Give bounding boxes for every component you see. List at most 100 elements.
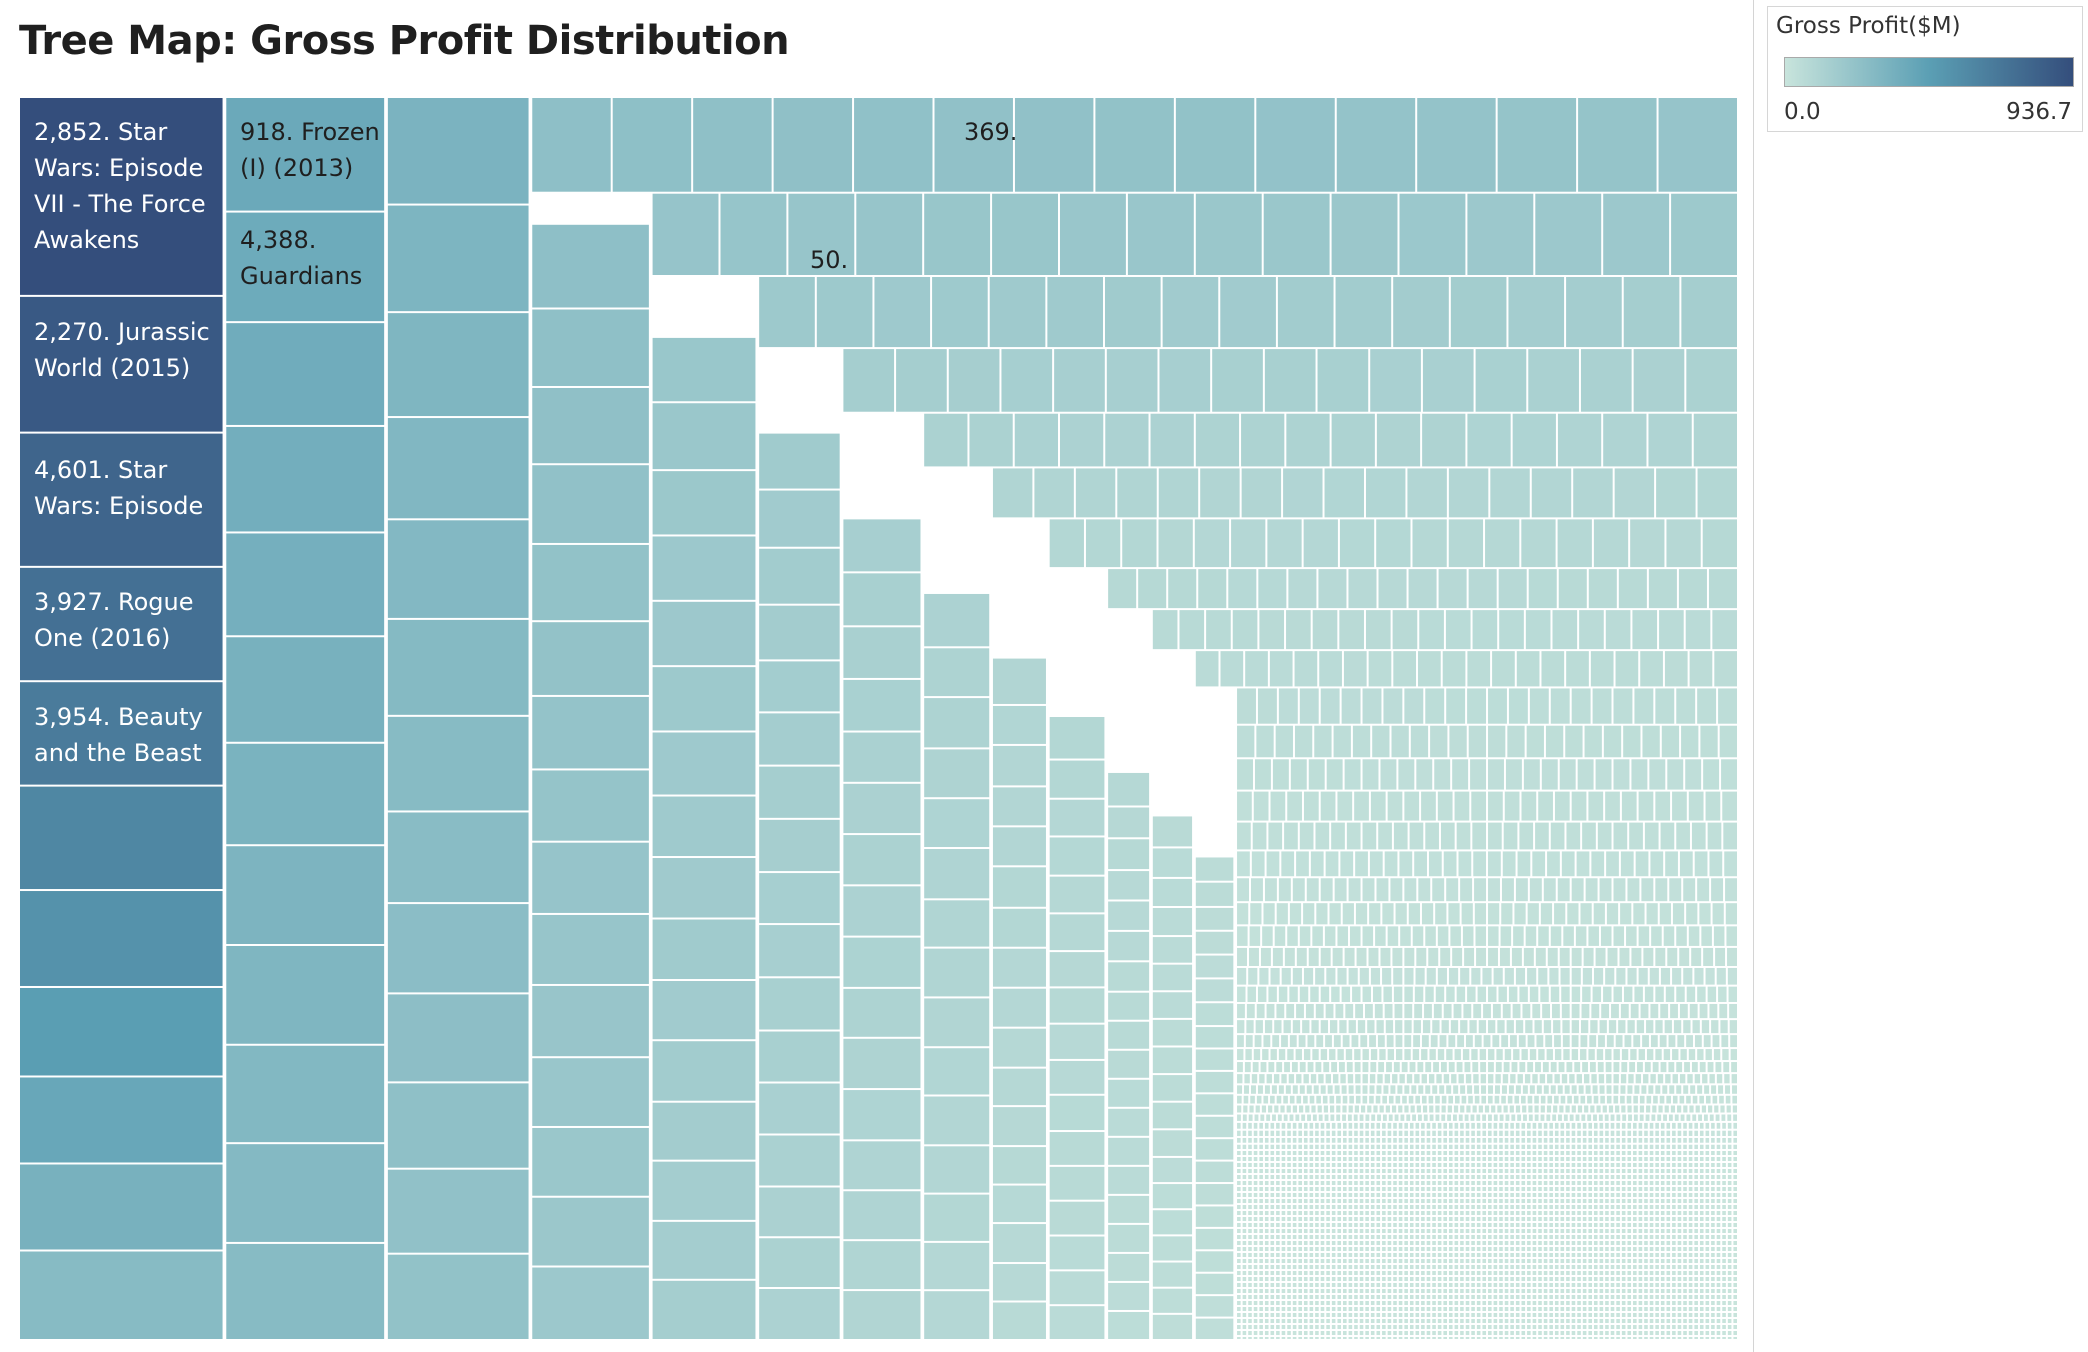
treemap-cell[interactable] (1264, 1265, 1269, 1270)
treemap-cell[interactable] (1409, 1175, 1414, 1180)
treemap-cell[interactable] (1303, 1169, 1308, 1174)
treemap-cell[interactable] (1437, 1301, 1442, 1306)
treemap-cell[interactable] (1566, 1062, 1573, 1073)
treemap-cell[interactable] (1482, 1122, 1487, 1129)
treemap-cell[interactable] (1527, 1337, 1531, 1339)
treemap-cell[interactable] (1588, 926, 1599, 946)
treemap-cell[interactable] (1694, 1307, 1698, 1312)
treemap-cell[interactable] (1616, 1181, 1620, 1186)
treemap-cell[interactable] (1326, 1130, 1330, 1136)
treemap-cell[interactable] (1547, 1095, 1553, 1104)
treemap-cell[interactable] (1108, 1108, 1150, 1136)
treemap-cell[interactable] (1248, 1241, 1252, 1246)
treemap-cell[interactable] (1509, 1105, 1514, 1113)
treemap-cell[interactable] (1499, 1331, 1503, 1336)
treemap-cell[interactable] (1693, 413, 1737, 467)
treemap-cell[interactable] (1276, 1122, 1280, 1129)
treemap-cell[interactable] (1354, 1253, 1358, 1258)
treemap-cell[interactable] (1499, 1241, 1503, 1246)
treemap-cell[interactable] (1360, 1035, 1368, 1048)
treemap-cell[interactable] (1527, 1265, 1531, 1270)
treemap-cell[interactable] (1699, 1325, 1704, 1330)
treemap-cell[interactable] (1432, 1241, 1436, 1246)
treemap-cell[interactable] (1404, 1307, 1408, 1312)
treemap-cell[interactable] (387, 904, 529, 993)
treemap-cell[interactable] (1343, 1187, 1347, 1192)
treemap-cell[interactable] (1705, 1229, 1710, 1234)
treemap-cell[interactable] (1348, 1331, 1353, 1336)
treemap-cell[interactable] (1672, 1223, 1676, 1228)
treemap-cell[interactable] (1672, 1205, 1676, 1210)
treemap-cell[interactable] (1543, 1307, 1548, 1312)
treemap-cell[interactable] (1320, 1301, 1325, 1306)
treemap-cell[interactable] (1722, 1151, 1726, 1156)
treemap-cell[interactable] (1560, 1247, 1565, 1252)
treemap-cell[interactable] (1577, 1235, 1581, 1240)
treemap-cell[interactable] (1152, 1102, 1193, 1129)
treemap-cell[interactable] (1627, 1187, 1632, 1192)
treemap-cell[interactable] (1646, 903, 1658, 925)
treemap-cell[interactable] (1638, 1235, 1643, 1240)
treemap-cell[interactable] (1560, 967, 1570, 985)
treemap-cell[interactable] (1527, 1313, 1531, 1318)
treemap-cell[interactable] (1276, 1211, 1280, 1216)
treemap-cell[interactable] (1425, 926, 1436, 946)
treemap-cell[interactable] (1354, 1062, 1361, 1073)
treemap-cell[interactable] (1498, 569, 1527, 609)
treemap-cell[interactable] (1571, 1223, 1576, 1228)
treemap-cell[interactable] (1591, 851, 1605, 877)
treemap-cell[interactable] (1683, 1301, 1687, 1306)
treemap-cell[interactable] (1683, 1277, 1687, 1282)
treemap-cell[interactable] (1577, 1319, 1581, 1324)
treemap-cell[interactable] (532, 770, 649, 841)
treemap-cell[interactable] (1676, 1062, 1683, 1073)
treemap-cell[interactable] (1376, 1151, 1381, 1156)
treemap-cell[interactable] (1409, 1271, 1414, 1276)
treemap-cell[interactable] (1633, 1114, 1638, 1121)
treemap-cell[interactable] (1365, 1181, 1369, 1186)
treemap-cell[interactable] (1610, 1144, 1615, 1150)
treemap-cell[interactable] (1488, 1122, 1492, 1129)
treemap-cell[interactable] (1409, 1319, 1414, 1324)
treemap-cell[interactable] (1655, 1175, 1659, 1180)
treemap-cell[interactable] (1393, 1187, 1397, 1192)
treemap-cell[interactable] (1359, 1157, 1364, 1162)
treemap-cell[interactable] (1281, 1337, 1286, 1339)
treemap-cell[interactable] (1722, 1277, 1726, 1282)
treemap-cell[interactable] (1237, 1331, 1241, 1336)
treemap-cell[interactable] (1659, 1035, 1667, 1048)
treemap-cell[interactable] (1292, 1122, 1297, 1129)
treemap-cell[interactable] (1599, 1163, 1604, 1168)
treemap-cell[interactable] (1315, 1319, 1319, 1324)
treemap-cell[interactable] (1471, 1169, 1475, 1174)
treemap-cell[interactable] (1242, 1295, 1247, 1300)
treemap-cell[interactable] (1272, 1035, 1280, 1048)
treemap-cell[interactable] (1264, 1241, 1269, 1246)
treemap-cell[interactable] (1488, 791, 1503, 821)
treemap-cell[interactable] (1296, 1095, 1302, 1104)
treemap-cell[interactable] (1270, 1122, 1275, 1129)
treemap-cell[interactable] (1532, 1307, 1537, 1312)
treemap-cell[interactable] (1666, 1223, 1671, 1228)
treemap-cell[interactable] (1365, 1277, 1369, 1282)
treemap-cell[interactable] (1621, 1229, 1626, 1234)
treemap-cell[interactable] (1716, 1229, 1721, 1234)
treemap-cell[interactable] (1605, 1175, 1609, 1180)
treemap-cell[interactable] (1393, 1199, 1397, 1204)
treemap-cell[interactable] (1627, 1199, 1632, 1204)
treemap-cell[interactable] (1635, 851, 1649, 877)
treemap-cell[interactable] (1343, 1277, 1347, 1282)
treemap-cell[interactable] (1549, 1289, 1553, 1294)
treemap-cell[interactable] (1713, 1049, 1721, 1061)
treemap-cell[interactable] (1359, 1235, 1364, 1240)
treemap-cell[interactable] (1426, 1313, 1431, 1318)
treemap-cell[interactable] (1276, 1187, 1280, 1192)
treemap-cell[interactable] (1593, 1319, 1598, 1324)
treemap-cell[interactable] (1370, 1325, 1375, 1330)
treemap-cell[interactable] (1683, 1229, 1687, 1234)
treemap-cell[interactable] (1571, 1319, 1576, 1324)
treemap-cell[interactable] (1316, 1035, 1324, 1048)
treemap-cell[interactable] (1633, 1035, 1641, 1048)
treemap-cell[interactable] (1362, 1095, 1368, 1104)
treemap-cell[interactable] (1443, 1301, 1447, 1306)
